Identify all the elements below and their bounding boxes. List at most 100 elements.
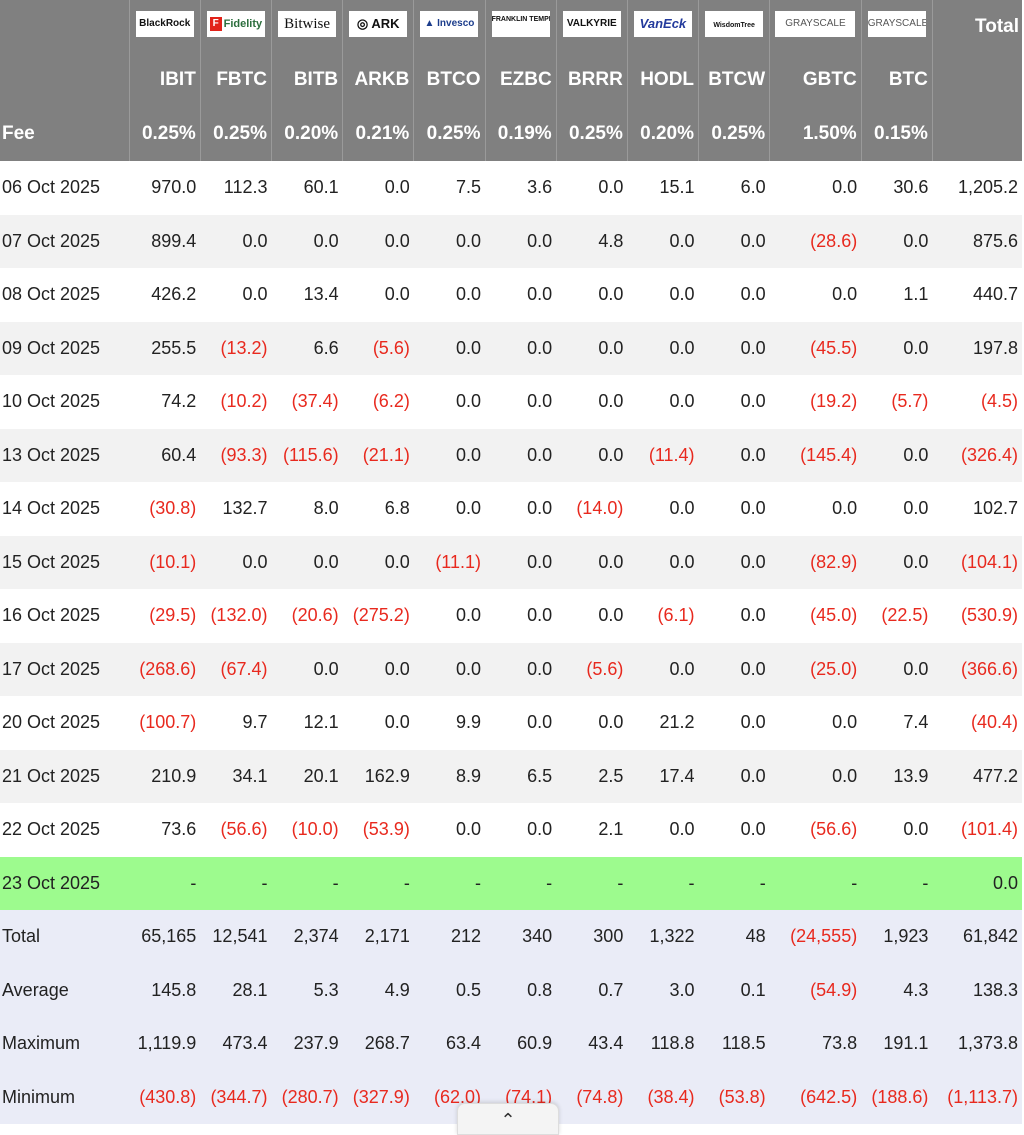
flow-cell: 1,119.9 [137, 1033, 197, 1054]
flow-cell: 0.0 [669, 391, 695, 412]
row-total-cell: 102.7 [972, 498, 1018, 519]
scroll-up-button[interactable]: ⌃ [457, 1103, 559, 1135]
fee-cell: 0.20% [626, 107, 699, 161]
ticker-total-blank [931, 53, 1022, 107]
flow-cell: 15.1 [659, 177, 695, 198]
flow-cell: (56.6) [810, 819, 858, 840]
summary-row: Minimum (430.8) (344.7) (280.7) (327.9) (62.0… [0, 1070, 1022, 1124]
flow-cell: 0.0 [903, 337, 929, 358]
flow-cell: - [922, 872, 929, 893]
flow-cell: 9.9 [455, 712, 481, 733]
flow-cell: 0.0 [669, 284, 695, 305]
flow-cell: 6.8 [384, 498, 410, 519]
flow-cell: 0.0 [903, 444, 929, 465]
flow-cell: (54.9) [810, 979, 858, 1000]
ticker-bitb: BITB [270, 53, 343, 107]
valkyrie-logo: VALKYRIE [562, 10, 621, 37]
flow-cell: (74.1) [505, 1086, 553, 1107]
flow-cell: 0.0 [598, 284, 624, 305]
flow-cell: 2,374 [293, 926, 339, 947]
flow-cell: 210.9 [151, 765, 197, 786]
flow-cell: (74.8) [576, 1086, 624, 1107]
flow-cell: 0.0 [455, 391, 481, 412]
flow-cell: (62.0) [433, 1086, 481, 1107]
flow-cell: (280.7) [281, 1086, 339, 1107]
flow-cell: 12,541 [212, 926, 268, 947]
fee-total-blank [931, 107, 1022, 161]
flow-cell: 0.0 [740, 712, 766, 733]
flow-cell: - [475, 872, 481, 893]
fee-cell: 0.20% [270, 107, 343, 161]
row-label: 08 Oct 2025 [2, 284, 101, 305]
flow-cell: 0.0 [527, 819, 553, 840]
row-label: 14 Oct 2025 [2, 498, 101, 519]
fee-cell: 0.25% [128, 107, 201, 161]
flow-cell: 0.0 [527, 551, 553, 572]
flow-cell: 43.4 [588, 1033, 624, 1054]
row-total-cell: (366.6) [960, 658, 1018, 679]
ticker-ezbc: EZBC [484, 53, 557, 107]
franklin-templeton-logo: FRANKLIN TEMPLETON [491, 10, 550, 37]
flow-cell: 145.8 [151, 979, 197, 1000]
flow-cell: 73.8 [822, 1033, 858, 1054]
flow-cell: 300 [593, 926, 624, 947]
ticker-hodl: HODL [626, 53, 699, 107]
flow-cell: 212 [450, 926, 481, 947]
grayscale-gbtc-logo: GRAYSCALE [775, 10, 856, 37]
flow-cell: 0.0 [455, 819, 481, 840]
flow-cell: 7.4 [903, 712, 929, 733]
flow-cell: 112.3 [223, 177, 268, 198]
flow-cell: 34.1 [232, 765, 268, 786]
row-label: 13 Oct 2025 [2, 444, 101, 465]
row-total-cell: 138.3 [972, 979, 1018, 1000]
fee-cell: 0.21% [342, 107, 414, 161]
flow-cell: 473.4 [222, 1033, 268, 1054]
row-label: 06 Oct 2025 [2, 177, 101, 198]
fee-cell: 1.50% [769, 107, 862, 161]
flow-cell: 63.4 [445, 1033, 481, 1054]
flow-cell: 0.0 [669, 551, 695, 572]
flow-cell: (25.0) [810, 658, 858, 679]
ticker-brrr: BRRR [555, 53, 628, 107]
table-row: 10 Oct 2025 74.2 (10.2) (37.4) (6.2) 0.0 0.0 0.… [0, 375, 1022, 429]
flow-cell: - [190, 872, 197, 893]
flow-cell: 0.0 [669, 819, 695, 840]
flow-cell: 0.0 [740, 658, 766, 679]
ticker-arkb: ARKB [342, 53, 414, 107]
flow-cell: 0.0 [832, 765, 858, 786]
flow-cell: 0.0 [455, 658, 481, 679]
flow-cell: (45.0) [810, 605, 858, 626]
blackrock-logo: BlackRock [135, 10, 194, 37]
flow-cell: (22.5) [881, 605, 929, 626]
ticker-corner [0, 53, 129, 107]
flow-cell: 0.0 [455, 337, 481, 358]
flow-cell: 4.8 [598, 230, 624, 251]
flow-cell: 0.0 [832, 284, 858, 305]
flow-cell: (11.1) [435, 551, 481, 572]
summary-row: Total 65,165 12,541 2,374 2,171 212 340 300 1,32… [0, 910, 1022, 964]
flow-cell: 5.3 [313, 979, 339, 1000]
flow-cell: (29.5) [149, 605, 197, 626]
flow-cell: (132.0) [210, 605, 268, 626]
flow-cell: (10.1) [149, 551, 197, 572]
flow-cell: 4.3 [903, 979, 929, 1000]
flow-cell: (53.9) [362, 819, 410, 840]
flow-cell: - [617, 872, 624, 893]
flow-cell: 65,165 [141, 926, 197, 947]
flow-cell: (11.4) [648, 444, 695, 465]
flow-cell: 0.5 [455, 979, 481, 1000]
flow-cell: 20.1 [303, 765, 339, 786]
row-label: 15 Oct 2025 [2, 551, 101, 572]
flow-cell: 13.9 [893, 765, 929, 786]
flow-cell: 17.4 [659, 765, 695, 786]
flow-cell: 0.0 [669, 658, 695, 679]
flow-cell: 60.4 [161, 444, 197, 465]
flow-cell: 1.1 [903, 284, 929, 305]
flow-cell: 2.5 [598, 765, 624, 786]
flow-cell: (53.8) [718, 1086, 766, 1107]
flow-cell: 162.9 [364, 765, 410, 786]
row-total-cell: (40.4) [970, 712, 1018, 733]
flow-cell: (642.5) [800, 1086, 858, 1107]
row-total-cell: 61,842 [962, 926, 1018, 947]
row-label: 10 Oct 2025 [2, 391, 101, 412]
